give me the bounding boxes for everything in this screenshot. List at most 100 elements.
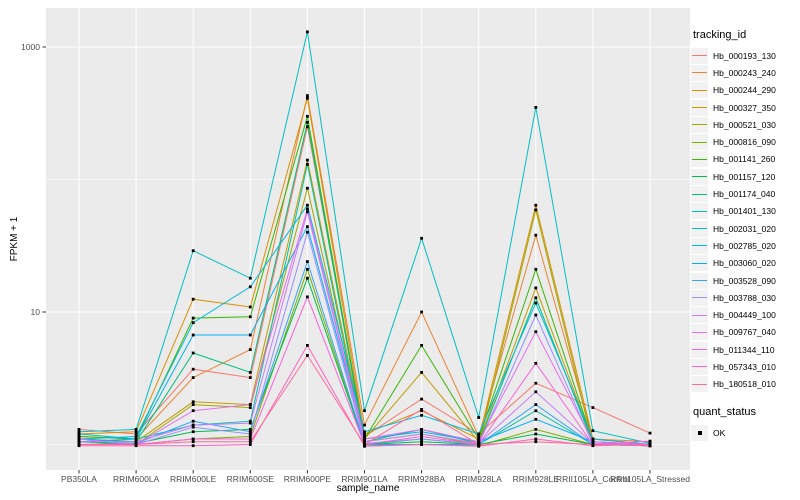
legend-item: Hb_057343_010 [691, 358, 799, 375]
data-point [477, 432, 481, 436]
x-tick-label: RRIM928BA [397, 474, 446, 484]
data-point [534, 330, 538, 334]
legend-item: Hb_000521_030 [691, 116, 799, 133]
data-point [248, 419, 252, 423]
x-tick-label: RRIM928LA [455, 474, 502, 484]
data-points [77, 30, 652, 448]
data-point [77, 430, 81, 434]
data-point [248, 443, 252, 446]
data-point [248, 403, 252, 406]
legend-key [691, 203, 708, 220]
x-tick-label: RRIM600PE [283, 474, 332, 484]
legend-line-swatch [692, 158, 707, 160]
data-point [477, 416, 481, 419]
data-point [306, 207, 309, 211]
data-point [306, 120, 309, 124]
data-point [534, 203, 538, 207]
data-point [248, 376, 252, 379]
data-point [191, 403, 195, 406]
data-point [363, 443, 366, 446]
data-point [306, 114, 309, 118]
legend-key [691, 237, 708, 254]
data-point [306, 260, 309, 263]
legend-item-label: Hb_000816_090 [713, 137, 776, 148]
data-point [534, 267, 538, 271]
legend-item: Hb_004449_100 [691, 306, 799, 324]
x-tick-label: RRIM600SE [226, 474, 274, 484]
data-point [534, 301, 538, 305]
legend-item: Hb_001174_040 [691, 185, 799, 203]
legend-line-swatch [692, 193, 707, 195]
data-point [306, 158, 309, 162]
legend-key [691, 99, 708, 116]
data-point [248, 348, 252, 351]
legend-line-swatch [692, 331, 707, 333]
data-point [306, 276, 309, 280]
quant-status-title: quant_status [693, 405, 756, 418]
data-point [306, 94, 309, 97]
data-point [420, 435, 423, 438]
data-point [134, 440, 138, 444]
legend-item: Hb_002031_020 [691, 220, 799, 237]
legend-key [691, 64, 708, 81]
data-point [306, 354, 309, 357]
x-tick-label: RRII105LA_Stressed [610, 474, 690, 484]
data-point [191, 249, 195, 253]
plot-panel [46, 8, 690, 470]
quant-status-label: OK [713, 427, 726, 438]
data-point [306, 210, 309, 214]
data-point [306, 186, 309, 190]
data-point [420, 443, 423, 446]
legend-item: Hb_009767_040 [691, 324, 799, 341]
legend-item-label: Hb_000521_030 [713, 119, 776, 130]
legend-items: Hb_000193_130 Hb_000243_240 Hb_000244_290 H… [691, 47, 799, 393]
legend-key [691, 358, 708, 375]
legend-item: Hb_003788_030 [691, 289, 799, 306]
data-point [477, 444, 481, 448]
data-point [306, 225, 309, 229]
data-point [648, 444, 652, 448]
x-tick-label: PB350LA [61, 474, 97, 484]
data-point [591, 440, 595, 444]
data-point [306, 267, 309, 271]
data-point [77, 432, 81, 436]
data-point [534, 409, 538, 413]
legend-item: Hb_000193_130 [691, 47, 799, 64]
legend-key [691, 116, 708, 133]
legend-line-swatch [692, 366, 707, 368]
data-point [534, 208, 538, 212]
data-point [77, 443, 81, 446]
legend-key [691, 307, 708, 324]
legend-item-label: Hb_001401_130 [713, 206, 776, 217]
quant-status-key [691, 424, 708, 441]
legend-item-label: Hb_057343_010 [713, 361, 776, 372]
legend-item: Hb_003060_020 [691, 255, 799, 272]
data-point [248, 430, 252, 434]
data-point [534, 106, 538, 109]
data-point [363, 435, 366, 438]
data-point [248, 428, 252, 431]
data-point [248, 421, 252, 425]
legend-item: Hb_003528_090 [691, 272, 799, 289]
data-point [363, 437, 366, 441]
data-point [420, 236, 423, 240]
legend-key [691, 168, 708, 185]
legend-key [691, 220, 708, 237]
data-point [363, 409, 366, 413]
data-point [591, 406, 595, 409]
y-tick-label: 10 [31, 307, 41, 317]
data-point [306, 30, 309, 34]
data-point [534, 428, 538, 431]
legend-line-swatch [692, 176, 707, 178]
data-point [134, 430, 138, 434]
legend-line-swatch [692, 228, 707, 230]
legend-item-label: Hb_180518_010 [713, 379, 776, 390]
data-point [477, 440, 481, 444]
quant-status-legend: quant_status OK [691, 406, 799, 441]
data-point [191, 437, 195, 441]
legend-item: Hb_002785_020 [691, 237, 799, 254]
data-point [306, 344, 309, 347]
legend-key [691, 289, 708, 306]
data-point [420, 371, 423, 374]
